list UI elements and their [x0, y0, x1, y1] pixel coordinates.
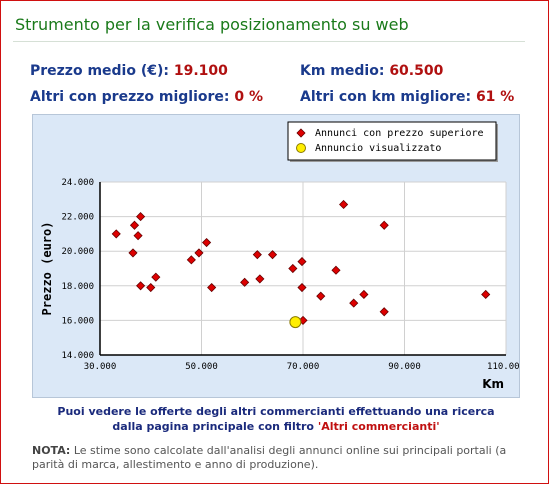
data-point [240, 277, 250, 287]
data-point [129, 220, 140, 230]
info-line-1: Puoi vedere le offerte degli altri comme… [57, 405, 495, 418]
legend-marker-current [296, 143, 306, 153]
x-tick-label: 90.000 [388, 362, 421, 372]
y-tick-label: 18.000 [61, 282, 94, 292]
data-point [128, 248, 138, 258]
better-price-label: Altri con prezzo migliore: [30, 89, 230, 105]
better-km-label: Altri con km migliore: [300, 89, 472, 105]
data-point [146, 282, 156, 293]
x-tick-label: 50.000 [185, 362, 218, 372]
data-point [202, 237, 212, 248]
better-km-stat: Altri con km migliore: 61 % [300, 89, 514, 105]
data-point-current [289, 316, 302, 329]
x-tick-label: 70.000 [287, 362, 320, 372]
y-tick-label: 22.000 [61, 213, 94, 223]
info-line-2: dalla pagina principale con filtro 'Altr… [21, 419, 531, 434]
data-point [481, 289, 491, 300]
x-tick-label: 30.000 [84, 362, 117, 372]
data-point [297, 282, 307, 293]
data-point [194, 248, 204, 258]
legend-marker-other [296, 128, 306, 138]
y-axis-label: Prezzo (euro) [40, 222, 54, 316]
data-point [136, 212, 146, 222]
data-point [111, 229, 121, 239]
note-label: NOTA: [32, 444, 71, 457]
scatter-chart: 14.000 16.000 18.000 20.000 22.000 24.000 30.0… [32, 114, 520, 398]
better-km-value: 61 % [475, 89, 515, 105]
info-message: Puoi vedere le offerte degli altri comme… [21, 404, 531, 434]
page-title: Strumento per la verifica posizionamento… [15, 15, 409, 34]
data-point [316, 291, 326, 301]
data-point [359, 289, 369, 300]
legend-entry: Annuncio visualizzato [315, 143, 441, 154]
legend-entry: Annunci con prezzo superiore [315, 128, 484, 139]
better-price-value: 0 % [234, 89, 264, 105]
data-point [339, 199, 349, 210]
avg-km-label: Km medio: [300, 63, 385, 79]
x-tick-label: 110.000 [487, 362, 519, 372]
avg-price-stat: Prezzo medio (€): 19.100 [30, 63, 228, 79]
chart-canvas: 14.000 16.000 18.000 20.000 22.000 24.000 30.0… [40, 121, 519, 391]
y-tick-label: 20.000 [61, 247, 94, 257]
data-point [349, 298, 359, 308]
avg-km-value: 60.500 [389, 63, 444, 79]
avg-price-value: 19.100 [173, 63, 228, 79]
data-point [288, 263, 298, 274]
y-tick-label: 24.000 [61, 178, 94, 188]
note-text: Le stime sono calcolate dall'analisi deg… [32, 444, 507, 471]
x-axis-label: Km [482, 377, 504, 391]
data-point [186, 255, 196, 265]
title-divider [13, 41, 525, 42]
data-point [379, 307, 389, 317]
altri-commercianti-filter: 'Altri commercianti' [317, 420, 440, 433]
data-point [207, 282, 217, 293]
y-tick-label: 14.000 [61, 351, 94, 361]
data-point [136, 281, 146, 291]
data-point [151, 272, 161, 282]
data-point [379, 220, 389, 230]
avg-km-stat: Km medio: 60.500 [300, 63, 443, 79]
data-point [133, 231, 143, 241]
better-price-stat: Altri con prezzo migliore: 0 % [30, 89, 263, 105]
note: NOTA: Le stime sono calcolate dall'anali… [32, 444, 522, 472]
y-tick-label: 16.000 [61, 316, 94, 326]
data-point [267, 250, 278, 260]
avg-price-label: Prezzo medio (€): [30, 63, 169, 79]
info-line-2-text: dalla pagina principale con filtro [112, 420, 314, 433]
legend-box [287, 121, 497, 161]
data-point [297, 257, 307, 267]
data-point [252, 250, 262, 260]
data-point [255, 274, 265, 284]
data-point [331, 265, 341, 275]
